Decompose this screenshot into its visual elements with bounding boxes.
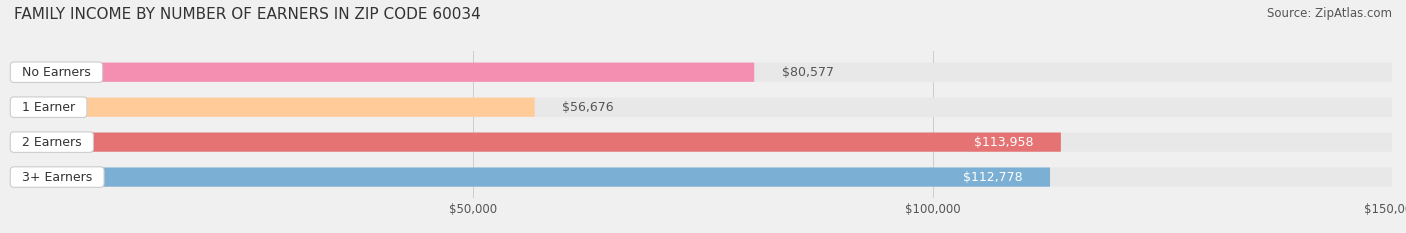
Text: No Earners: No Earners <box>14 66 98 79</box>
FancyBboxPatch shape <box>14 63 754 82</box>
Text: $80,577: $80,577 <box>782 66 834 79</box>
Text: FAMILY INCOME BY NUMBER OF EARNERS IN ZIP CODE 60034: FAMILY INCOME BY NUMBER OF EARNERS IN ZI… <box>14 7 481 22</box>
Text: $113,958: $113,958 <box>974 136 1033 149</box>
Text: 3+ Earners: 3+ Earners <box>14 171 100 184</box>
FancyBboxPatch shape <box>14 63 1392 82</box>
FancyBboxPatch shape <box>14 133 1392 152</box>
FancyBboxPatch shape <box>14 98 534 117</box>
Text: $112,778: $112,778 <box>963 171 1022 184</box>
FancyBboxPatch shape <box>14 168 1050 187</box>
FancyBboxPatch shape <box>14 98 1392 117</box>
Text: Source: ZipAtlas.com: Source: ZipAtlas.com <box>1267 7 1392 20</box>
Text: $56,676: $56,676 <box>562 101 614 114</box>
Text: 2 Earners: 2 Earners <box>14 136 90 149</box>
FancyBboxPatch shape <box>14 133 1062 152</box>
FancyBboxPatch shape <box>14 168 1392 187</box>
Text: 1 Earner: 1 Earner <box>14 101 83 114</box>
